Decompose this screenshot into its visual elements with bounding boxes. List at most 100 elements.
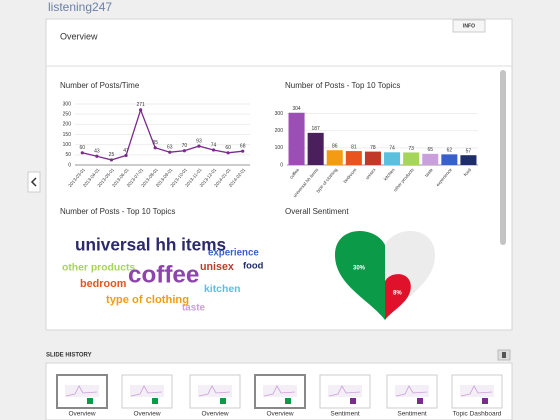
thumbnail-content[interactable] (198, 385, 231, 397)
scrollbar (500, 70, 506, 245)
word: unisex (200, 261, 234, 273)
page-title: Overview (60, 31, 98, 41)
trash-icon[interactable] (502, 352, 506, 358)
y-tick-label: 100 (63, 142, 72, 148)
thumbnail-label[interactable]: Sentiment (397, 411, 426, 418)
data-label: 65 (427, 147, 433, 153)
data-label: 74 (211, 142, 217, 148)
thumbnail-content[interactable] (482, 398, 488, 404)
info-label[interactable]: INFO (463, 23, 475, 29)
heart-slice (385, 274, 411, 320)
thumbnail-content[interactable] (460, 385, 493, 397)
data-label: 85 (152, 140, 158, 146)
slice-label: 8% (393, 291, 402, 297)
slice-label: 30% (353, 266, 366, 272)
data-label: 74 (389, 146, 395, 152)
thumbnail-label[interactable]: Topic Dashboard (453, 411, 502, 418)
y-tick-label: 200 (63, 122, 72, 128)
word: kitchen (204, 284, 241, 295)
point (168, 150, 172, 154)
arrow-icon[interactable] (30, 177, 37, 187)
point (139, 108, 143, 112)
data-label: 304 (292, 106, 301, 112)
y-tick-label: 200 (275, 128, 284, 134)
word: experience (208, 248, 259, 259)
point (124, 153, 128, 158)
y-tick-label: 150 (63, 132, 72, 138)
word: food (243, 259, 264, 270)
y-tick-label: 100 (275, 145, 284, 151)
point (211, 148, 216, 152)
chart-title: Number of Posts - Top 10 Topics (60, 207, 175, 216)
thumbnail-content[interactable] (285, 398, 291, 404)
chart-title: Number of Posts/Time (60, 81, 140, 90)
info-button[interactable] (452, 19, 486, 33)
thumbnail-content[interactable] (350, 398, 356, 404)
data-label: 93 (196, 138, 202, 144)
word: bedroom (80, 278, 126, 290)
point (95, 154, 99, 158)
x-tick-label: food (463, 167, 473, 177)
data-label: 47 (123, 148, 129, 154)
collapse-button[interactable] (27, 171, 41, 193)
point (197, 144, 201, 148)
thumbnail-content[interactable] (152, 398, 158, 404)
line (82, 107, 243, 161)
point (80, 151, 84, 155)
y-tick-label: 250 (63, 111, 72, 117)
data-label: 187 (311, 126, 320, 132)
thumbnail-label[interactable]: Sentiment (330, 411, 359, 418)
thumbnail-label[interactable]: Overview (68, 411, 95, 418)
thumbnail-content[interactable] (328, 385, 361, 397)
word: universal hh items (75, 235, 226, 255)
logo: listening247 (48, 0, 112, 14)
data-label: 271 (136, 102, 145, 108)
thumbnail-label[interactable]: Overview (201, 411, 228, 418)
data-label: 78 (370, 145, 376, 151)
chart-title: Overall Sentiment (285, 207, 349, 216)
data-label: 62 (447, 148, 453, 154)
thumbnail-content[interactable] (130, 385, 163, 397)
data-label: 43 (94, 149, 100, 155)
data-label: 81 (351, 144, 357, 150)
heart-slice (335, 231, 385, 320)
point (153, 146, 157, 150)
data-label: 63 (167, 145, 173, 151)
bar (384, 152, 401, 165)
thumbnail-content[interactable] (417, 398, 423, 404)
slide-history-title: SLIDE HISTORY (46, 353, 92, 359)
chart-title: Number of Posts - Top 10 Topics (285, 81, 400, 90)
point (182, 149, 186, 153)
bar (345, 151, 362, 165)
data-label: 57 (466, 149, 472, 155)
point (109, 158, 114, 162)
thumbnail-label[interactable]: Overview (133, 411, 160, 418)
bar (326, 150, 343, 165)
word: taste (182, 303, 206, 314)
thumbnail-label[interactable]: Overview (266, 411, 293, 418)
data-label: 60 (225, 145, 231, 151)
y-tick-label: 300 (63, 101, 72, 107)
word: other products (62, 263, 135, 274)
bar (307, 132, 324, 165)
thumbnail-content[interactable] (87, 398, 93, 404)
point (226, 151, 230, 155)
y-tick-label: 0 (280, 162, 283, 168)
thumbnail-content[interactable] (65, 385, 98, 397)
bar (288, 112, 305, 165)
main-panel (45, 18, 513, 331)
data-label: 70 (182, 143, 188, 149)
y-tick-label: 50 (65, 152, 71, 158)
y-tick-label: 0 (68, 162, 71, 168)
data-label: 68 (240, 144, 246, 150)
thumbnail-content[interactable] (263, 385, 296, 397)
word: type of clothing (106, 294, 189, 306)
y-tick-label: 300 (275, 111, 284, 117)
thumbnail-content[interactable] (220, 398, 226, 404)
bar (403, 152, 420, 165)
bar (460, 155, 477, 165)
bar (422, 153, 439, 165)
point (241, 149, 245, 153)
thumbnail-content[interactable] (395, 385, 428, 397)
data-label: 86 (332, 144, 338, 150)
